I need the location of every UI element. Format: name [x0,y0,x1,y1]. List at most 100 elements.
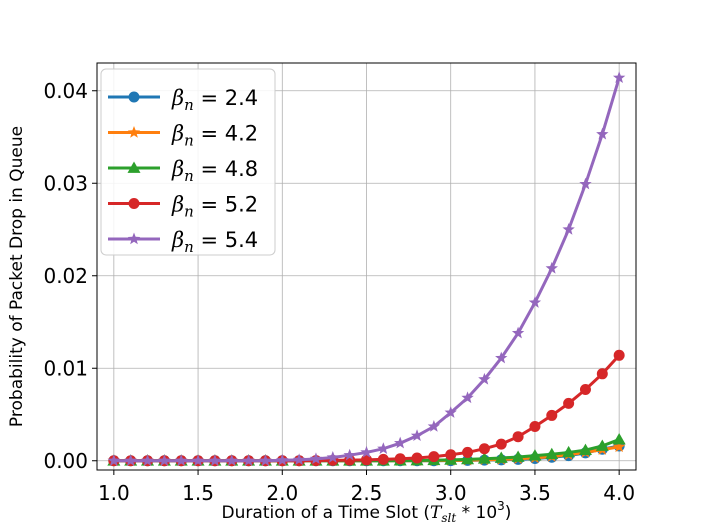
data-point [411,452,423,464]
data-point [612,71,626,84]
x-tick-label: 4.0 [603,481,635,505]
data-point [225,454,238,467]
data-point [528,296,542,308]
x-axis-label: Duration of a Time Slot (Tslt * 103) [222,499,512,525]
data-point [445,449,457,461]
data-point [343,448,356,461]
legend-value: = 5.4 [194,228,258,252]
data-point [394,453,406,465]
x-tick-label: 1.0 [98,481,130,505]
legend: βn = 2.4βn = 4.2βn = 4.8βn = 5.2βn = 5.4 [100,68,276,256]
legend-subscript: n [184,96,194,114]
data-point [478,372,491,385]
data-point [428,451,440,463]
data-point [495,438,507,450]
data-point [612,440,626,453]
data-point [377,453,389,465]
data-point [494,451,508,463]
legend-label: βn = 2.4 [171,86,258,114]
y-tick-label: 0.04 [43,79,88,103]
data-point [309,452,323,465]
legend-box [100,68,276,256]
x-tick-label: 3.0 [435,481,467,505]
series-layer [107,71,626,467]
x-tick-label: 1.5 [182,481,214,505]
data-point [326,451,339,463]
legend-symbol: β [171,86,184,110]
data-point [596,368,608,380]
legend-value: = 4.2 [194,122,258,146]
legend-subscript: n [184,167,194,185]
legend-symbol: β [171,122,184,146]
legend-item: βn = 5.2 [108,193,258,221]
legend-symbol: β [171,157,184,181]
legend-symbol: β [171,228,184,252]
data-point [562,223,575,235]
data-point [175,454,188,467]
ticks: 1.0 1.5 2.0 2.5 3.0 3.5 4.0 0.00 0.01 0.02 0.03 0.0… [43,79,635,505]
legend-item: βn = 5.4 [108,228,258,256]
data-point [546,409,558,421]
data-point [141,454,154,467]
x-axis-label-math: T [430,503,443,523]
data-point [511,450,525,462]
data-point [444,406,457,418]
legend-marker [127,126,141,138]
data-point [562,445,576,458]
legend-symbol: β [171,193,184,217]
legend-item: βn = 4.8 [108,157,258,185]
data-point [462,446,474,458]
data-point [461,391,474,404]
data-point [595,439,609,451]
data-point [478,443,490,455]
data-point [563,397,575,409]
x-tick-label: 3.5 [519,481,551,505]
y-tick-label: 0.01 [43,356,88,380]
data-point [292,453,306,466]
y-tick-label: 0.03 [43,171,88,195]
data-point [361,454,372,466]
x-axis-label-sup: 3 [497,499,505,513]
x-axis-label-sub: slt [441,511,456,525]
data-point [259,454,272,467]
data-point [461,452,475,465]
y-tick-label: 0.00 [43,449,88,473]
legend-value: = 4.8 [194,157,258,181]
legend-marker [127,161,141,173]
data-point [529,421,541,433]
x-axis-label-text: Duration of a Time Slot ( [222,503,430,523]
y-tick-label: 0.02 [43,264,88,288]
legend-label: βn = 5.4 [171,228,258,256]
data-point [191,454,205,467]
legend-marker [127,232,141,245]
legend-subscript: n [184,238,194,256]
data-point [410,429,424,442]
legend-label: βn = 4.2 [171,122,258,150]
legend-label: βn = 5.2 [171,193,258,221]
data-point [377,442,390,454]
data-point [596,127,609,140]
data-point [276,453,289,466]
x-axis-label-end: ) [505,503,512,523]
data-point [394,436,407,449]
data-point [612,432,626,445]
data-point [579,384,591,396]
data-point [360,445,373,458]
legend-value: = 5.2 [194,193,258,217]
data-point [477,452,491,464]
legend-marker [128,198,140,209]
data-point [242,454,255,467]
x-axis-label-mid: * 10 [456,503,497,523]
legend-subscript: n [184,203,194,221]
legend-label: βn = 4.8 [171,157,258,185]
data-point [107,454,121,467]
data-point [545,261,558,274]
data-point [427,420,441,432]
data-point [158,454,171,467]
data-point [613,349,625,361]
series-4 [107,71,626,467]
legend-subscript: n [184,132,194,150]
legend-value: = 2.4 [194,86,258,110]
x-tick-label: 2.5 [351,481,383,505]
